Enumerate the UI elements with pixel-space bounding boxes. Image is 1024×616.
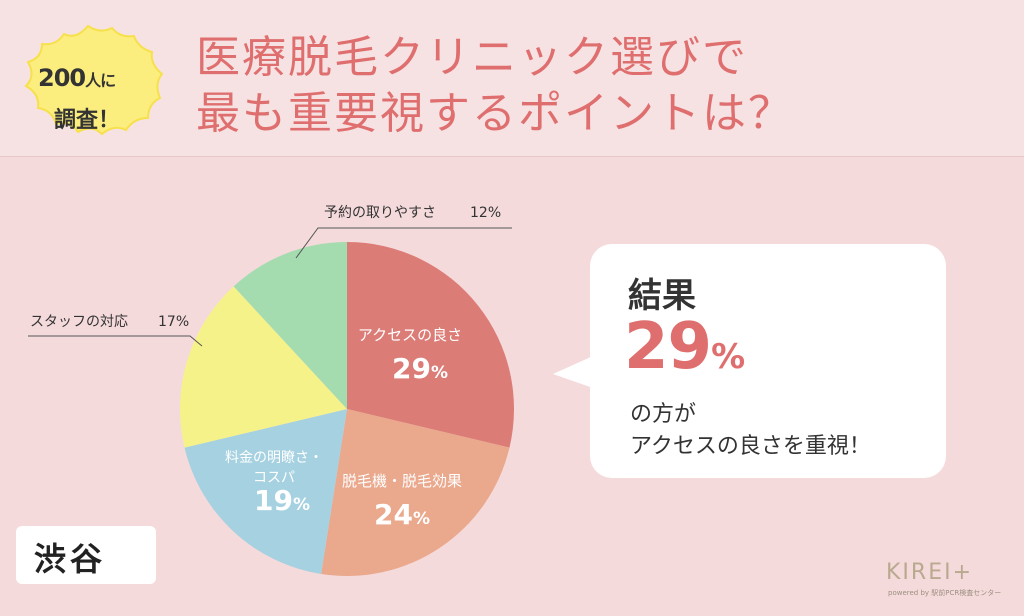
callout-line2: アクセスの良さを重視！: [630, 434, 871, 459]
header-band: [0, 0, 1024, 157]
title-line1: 医療脱毛クリニック選びで: [196, 32, 748, 83]
callout-line1: の方が: [630, 402, 697, 427]
callout-percent-value: 29: [624, 310, 712, 384]
badge-number: 200: [38, 64, 86, 92]
result-callout: 結果 29% の方が アクセスの良さを重視！: [590, 244, 946, 478]
logo-main-text: KIREI+: [886, 560, 974, 585]
page-title: 医療脱毛クリニック選びで 最も重要視するポイントは？: [196, 30, 794, 142]
badge-burst-shape: [24, 24, 164, 136]
callout-percent: 29%: [624, 310, 745, 384]
slice-value-2: 19%: [254, 484, 310, 517]
slice-label-0: アクセスの良さ: [358, 326, 462, 344]
slice-label-4: 予約の取りやすさ: [324, 205, 436, 221]
slice-label-3: スタッフの対応: [30, 314, 128, 330]
badge-line2: 調査！: [54, 108, 121, 133]
leader-line-4: [295, 227, 512, 259]
pie-slice-0: [347, 242, 514, 448]
pie-slice-2: [184, 409, 347, 574]
kirei-logo: KIREI+ powered by 駅前PCR検査センター: [886, 560, 1001, 604]
slice-value-0: 29%: [392, 352, 448, 385]
pie-slice-1: [321, 409, 510, 576]
slice-label-2-line1: コスパ: [253, 470, 295, 486]
survey-badge: 200人に 調査！: [8, 22, 168, 142]
slice-label-1: 脱毛機・脱毛効果: [342, 472, 462, 490]
slice-label-2-line0: 料金の明瞭さ・: [225, 450, 323, 466]
location-label: 渋谷: [16, 526, 156, 584]
pie-slice-3: [180, 286, 347, 448]
location-text: 渋谷: [34, 540, 107, 578]
leader-line-3: [28, 335, 203, 347]
callout-percent-unit: %: [711, 337, 745, 377]
callout-tail: [553, 356, 593, 388]
logo-sub-text: powered by 駅前PCR検査センター: [888, 589, 1002, 597]
badge-suffix: 人に: [85, 71, 116, 90]
title-line2: 最も重要視するポイントは？: [196, 88, 794, 139]
slice-value-3: 17%: [158, 314, 189, 330]
slice-value-1: 24%: [374, 498, 430, 531]
callout-heading: 結果: [628, 276, 696, 316]
badge-line1: 200人に: [38, 64, 116, 92]
slice-value-4: 12%: [470, 205, 501, 221]
pie-slice-4: [233, 242, 347, 409]
